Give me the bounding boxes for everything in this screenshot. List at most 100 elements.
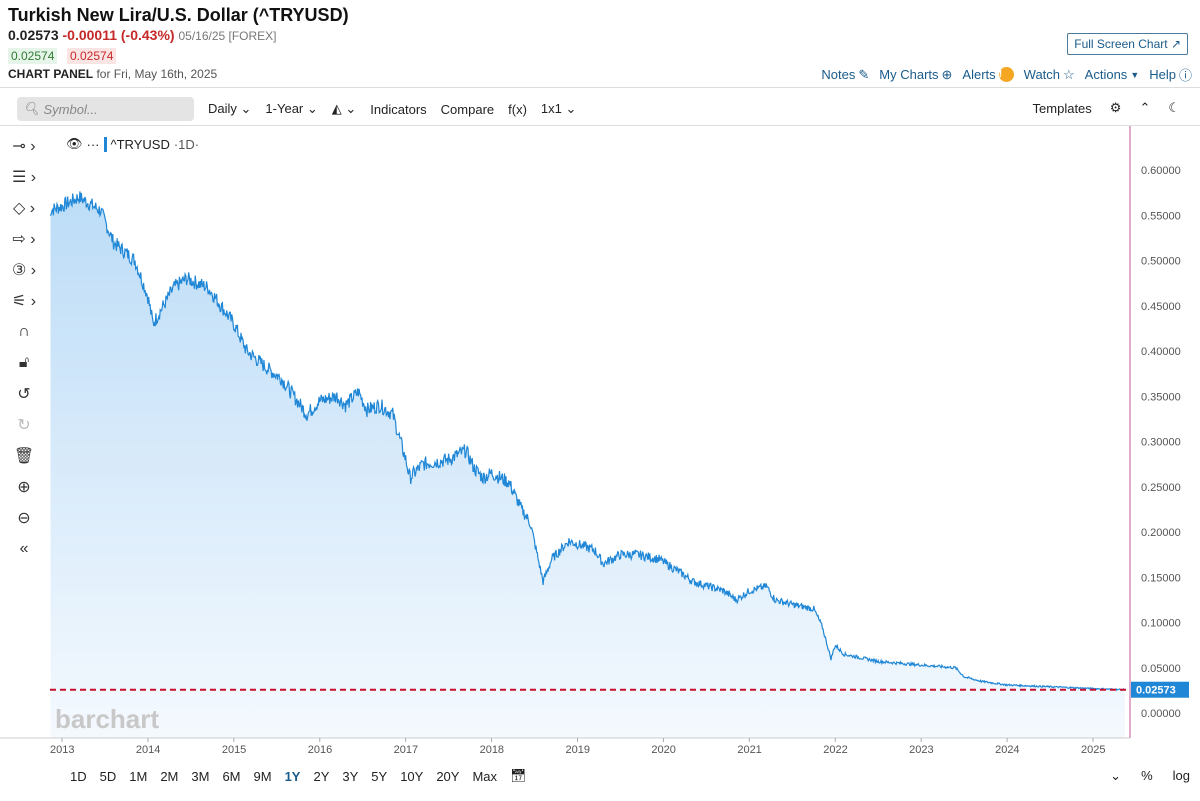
- expand-icon[interactable]: ⌄: [1110, 768, 1122, 783]
- x-tick-label: 2024: [995, 744, 1019, 756]
- range-button-20y[interactable]: 20Y: [436, 768, 460, 784]
- trash-icon[interactable]: 🗑︎: [13, 447, 35, 465]
- layout-label: 1x1: [540, 101, 562, 116]
- layout-dropdown[interactable]: 1x1 ⌄: [540, 101, 577, 116]
- y-tick-label: 0.05000: [1141, 663, 1181, 675]
- range-label: 1-Year: [265, 101, 304, 116]
- toolbar-right: Templates ⚙ ⌃ ☾: [1033, 100, 1180, 116]
- barchart-watermark: barchart: [55, 704, 159, 734]
- interval-dropdown[interactable]: Daily ⌄: [208, 101, 252, 116]
- magnet-icon[interactable]: ∩: [18, 322, 30, 340]
- y-tick-label: 0.00000: [1141, 708, 1181, 720]
- divider: [0, 87, 1200, 88]
- alerts-label: Alerts: [962, 67, 996, 82]
- range-button-2y[interactable]: 2Y: [313, 768, 330, 784]
- price-line: [49, 191, 1126, 692]
- zoom-out-icon[interactable]: ⊖: [17, 509, 31, 527]
- last-price-badge-label: 0.02573: [1136, 685, 1176, 697]
- area-chart-icon: ◭: [331, 101, 342, 116]
- range-button-3m[interactable]: 3M: [191, 768, 210, 784]
- dark-mode-icon[interactable]: ☾: [1168, 100, 1180, 115]
- x-tick-label: 2019: [566, 744, 590, 756]
- edit-icon: ✎: [858, 66, 870, 82]
- range-button-3y[interactable]: 3Y: [342, 768, 359, 784]
- y-tick-label: 0.15000: [1141, 572, 1181, 584]
- shape-tool-icon[interactable]: ◇ ›: [12, 199, 36, 217]
- function-button[interactable]: f(x): [508, 101, 527, 117]
- range-selector: 1D 5D 1M 2M 3M 6M 9M 1Y 2Y 3Y 5Y 10Y 20Y Max 📅︎: [0, 764, 1200, 788]
- price-chart[interactable]: 0.60000 0.55000 0.50000 0.45000 0.40000 0.350…: [0, 126, 1200, 764]
- pattern-tool-icon[interactable]: ⚟ ›: [11, 292, 37, 310]
- undo-icon[interactable]: ↺: [17, 385, 31, 403]
- x-tick-label: 2021: [737, 744, 761, 756]
- quote-meta: 05/16/25 [FOREX]: [178, 29, 277, 43]
- chart-legend: 👁︎ ··· ^TRYUSD ·1D·: [66, 136, 199, 152]
- y-tick-label: 0.30000: [1141, 437, 1181, 449]
- search-icon: 🔍︎: [23, 101, 40, 116]
- count-tool-icon[interactable]: ③ ›: [11, 261, 37, 279]
- bottom-right-controls: ⌄ % log: [1110, 768, 1190, 784]
- panel-date: for Fri, May 16th, 2025: [96, 67, 218, 81]
- x-tick-label: 2016: [308, 744, 332, 756]
- y-tick-label: 0.45000: [1141, 301, 1181, 313]
- percent-toggle[interactable]: %: [1141, 768, 1153, 783]
- chart-toolbar: 🔍︎ Symbol... Daily ⌄ 1-Year ⌄ ◭ ⌄ Indicat…: [0, 94, 1200, 124]
- line-tool-icon[interactable]: ⊸ ›: [12, 137, 36, 155]
- compare-button[interactable]: Compare: [440, 101, 495, 117]
- y-tick-label: 0.35000: [1141, 391, 1181, 403]
- range-button-1y[interactable]: 1Y: [284, 768, 301, 784]
- range-button-2m[interactable]: 2M: [160, 768, 179, 784]
- actions-label: Actions: [1084, 67, 1128, 82]
- help-label: Help: [1149, 67, 1176, 82]
- watch-link[interactable]: Watch ☆: [1024, 67, 1075, 83]
- arrow-tool-icon[interactable]: ⇨ ›: [12, 230, 36, 248]
- range-button-9m[interactable]: 9M: [253, 768, 272, 784]
- y-tick-label: 0.55000: [1141, 210, 1181, 222]
- area-fill: [50, 191, 1125, 738]
- range-button-5y[interactable]: 5Y: [371, 768, 388, 784]
- symbol-search-input[interactable]: 🔍︎ Symbol...: [17, 97, 194, 121]
- range-button-1d[interactable]: 1D: [70, 768, 87, 784]
- series-color-marker: [103, 136, 107, 152]
- panel-title: CHART PANEL: [8, 67, 94, 81]
- price-change: -0.00011 (-0.43%): [62, 27, 175, 43]
- fib-tool-icon[interactable]: ☰ ›: [11, 168, 37, 186]
- x-tick-label: 2015: [222, 744, 246, 756]
- y-tick-label: 0.10000: [1141, 618, 1181, 630]
- eye-icon[interactable]: 👁︎: [66, 136, 83, 151]
- unlock-icon[interactable]: 🔓︎: [18, 353, 30, 371]
- templates-button[interactable]: Templates: [1032, 100, 1092, 116]
- zoom-in-icon[interactable]: ⊕: [17, 478, 31, 496]
- chart-type-dropdown[interactable]: ◭ ⌄: [331, 101, 357, 116]
- page-title: Turkish New Lira/U.S. Dollar (^TRYUSD): [8, 5, 349, 25]
- y-tick-label: 0.50000: [1141, 256, 1181, 268]
- range-button-6m[interactable]: 6M: [222, 768, 241, 784]
- help-link[interactable]: Help ⓘ: [1149, 65, 1192, 84]
- full-screen-chart-button[interactable]: Full Screen Chart ↗: [1067, 33, 1188, 55]
- log-toggle[interactable]: log: [1172, 768, 1190, 783]
- range-button-10y[interactable]: 10Y: [400, 768, 424, 784]
- range-button-max[interactable]: Max: [472, 768, 498, 784]
- x-tick-label: 2025: [1081, 744, 1105, 756]
- actions-menu[interactable]: Actions ▼: [1085, 67, 1140, 82]
- gear-icon[interactable]: ⚙: [1109, 100, 1122, 115]
- calendar-icon[interactable]: 📅︎: [510, 768, 527, 783]
- alert-icon: !: [998, 67, 1014, 82]
- my-charts-label: My Charts: [879, 67, 939, 82]
- range-button-1m[interactable]: 1M: [129, 768, 148, 784]
- indicators-button[interactable]: Indicators: [370, 101, 427, 117]
- range-dropdown[interactable]: 1-Year ⌄: [265, 101, 318, 116]
- range-button-5d[interactable]: 5D: [99, 768, 117, 784]
- x-tick-label: 2020: [651, 744, 675, 756]
- x-tick-label: 2013: [50, 744, 74, 756]
- alerts-link[interactable]: Alerts!: [962, 67, 1014, 82]
- legend-symbol: ^TRYUSD: [110, 136, 170, 152]
- collapse-icon[interactable]: ⌃: [1139, 100, 1151, 115]
- notes-link[interactable]: Notes ✎: [821, 67, 869, 83]
- notes-label: Notes: [821, 67, 856, 82]
- redo-icon[interactable]: ↻: [17, 416, 31, 434]
- x-tick-label: 2018: [480, 744, 504, 756]
- my-charts-link[interactable]: My Charts ⊕: [879, 67, 952, 83]
- collapse-sidebar-icon[interactable]: «: [19, 539, 29, 557]
- more-icon[interactable]: ···: [86, 136, 100, 152]
